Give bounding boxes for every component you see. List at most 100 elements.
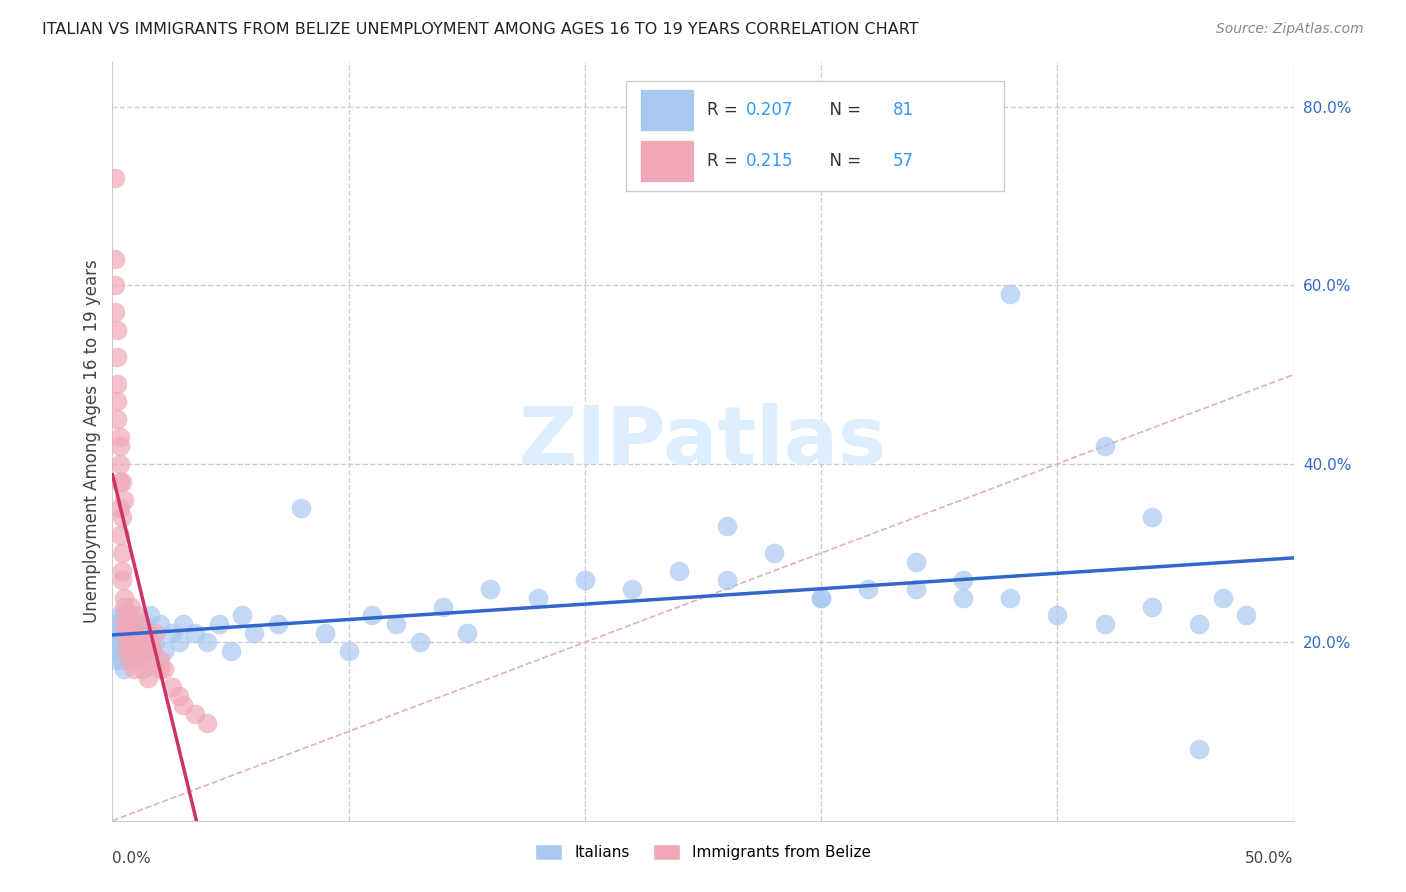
Point [105, 617, 128, 632]
Text: 0.207: 0.207 [745, 101, 793, 120]
Point [105, 653, 128, 667]
Point [337, 644, 360, 658]
Point [208, 617, 231, 632]
Point [111, 653, 134, 667]
Text: 50.0%: 50.0% [1246, 851, 1294, 866]
Point [195, 635, 218, 649]
Point [167, 635, 190, 649]
Point [479, 582, 502, 596]
Point [149, 617, 172, 632]
Text: N =: N = [818, 101, 866, 120]
Point [136, 653, 159, 667]
Bar [640, 89, 693, 131]
Point [716, 573, 738, 587]
Point [668, 564, 690, 578]
Point [115, 608, 138, 623]
Point [1140, 599, 1163, 614]
Point [314, 626, 336, 640]
Point [108, 501, 131, 516]
Point [111, 617, 134, 632]
Text: 0.215: 0.215 [745, 152, 793, 170]
Point [112, 608, 135, 623]
Bar [640, 140, 693, 182]
Point [120, 617, 142, 632]
Point [112, 617, 135, 632]
Point [111, 475, 134, 489]
Point [904, 555, 927, 569]
Point [361, 608, 384, 623]
Point [139, 635, 162, 649]
Point [172, 617, 194, 632]
Point [105, 376, 128, 391]
Point [104, 252, 127, 266]
Point [385, 617, 408, 632]
Point [104, 278, 127, 293]
Point [118, 608, 141, 623]
Point [139, 608, 162, 623]
Point [108, 457, 131, 471]
Point [115, 635, 138, 649]
Point [135, 635, 157, 649]
Text: R =: R = [707, 152, 742, 170]
Text: R =: R = [707, 101, 742, 120]
Point [716, 519, 738, 533]
Point [122, 662, 145, 676]
Point [132, 617, 155, 632]
Point [118, 635, 141, 649]
Point [125, 626, 148, 640]
Point [104, 171, 127, 186]
Point [112, 626, 135, 640]
Point [160, 626, 183, 640]
Point [1140, 510, 1163, 524]
Point [129, 653, 152, 667]
Point [105, 394, 128, 409]
Text: ZIPatlas: ZIPatlas [519, 402, 887, 481]
Point [149, 653, 172, 667]
Point [219, 644, 242, 658]
Point [125, 635, 148, 649]
Point [153, 644, 176, 658]
Point [120, 599, 142, 614]
Y-axis label: Unemployment Among Ages 16 to 19 years: Unemployment Among Ages 16 to 19 years [83, 260, 101, 624]
Point [129, 644, 152, 658]
Point [122, 644, 145, 658]
Point [111, 564, 134, 578]
Point [1188, 742, 1211, 756]
Point [136, 626, 159, 640]
Point [160, 680, 183, 694]
Point [432, 599, 454, 614]
Point [111, 635, 134, 649]
Point [108, 528, 131, 542]
Point [112, 662, 135, 676]
Point [118, 617, 141, 632]
Point [115, 617, 138, 632]
Point [408, 635, 430, 649]
Point [112, 599, 135, 614]
Point [118, 626, 141, 640]
Point [142, 644, 165, 658]
Point [108, 439, 131, 453]
Point [104, 626, 127, 640]
Point [132, 662, 155, 676]
Point [127, 635, 149, 649]
Point [195, 715, 218, 730]
Point [143, 626, 166, 640]
Point [1046, 608, 1069, 623]
Text: N =: N = [818, 152, 866, 170]
Point [1094, 617, 1116, 632]
Point [135, 644, 157, 658]
Point [1188, 617, 1211, 632]
Point [858, 582, 880, 596]
Point [267, 617, 290, 632]
Point [108, 430, 131, 444]
Point [104, 644, 127, 658]
Point [136, 671, 159, 685]
Point [105, 323, 128, 337]
Point [115, 626, 138, 640]
Point [120, 635, 142, 649]
Point [290, 501, 312, 516]
Text: ITALIAN VS IMMIGRANTS FROM BELIZE UNEMPLOYMENT AMONG AGES 16 TO 19 YEARS CORRELA: ITALIAN VS IMMIGRANTS FROM BELIZE UNEMPL… [42, 22, 918, 37]
Point [105, 635, 128, 649]
Point [111, 573, 134, 587]
Point [904, 582, 927, 596]
